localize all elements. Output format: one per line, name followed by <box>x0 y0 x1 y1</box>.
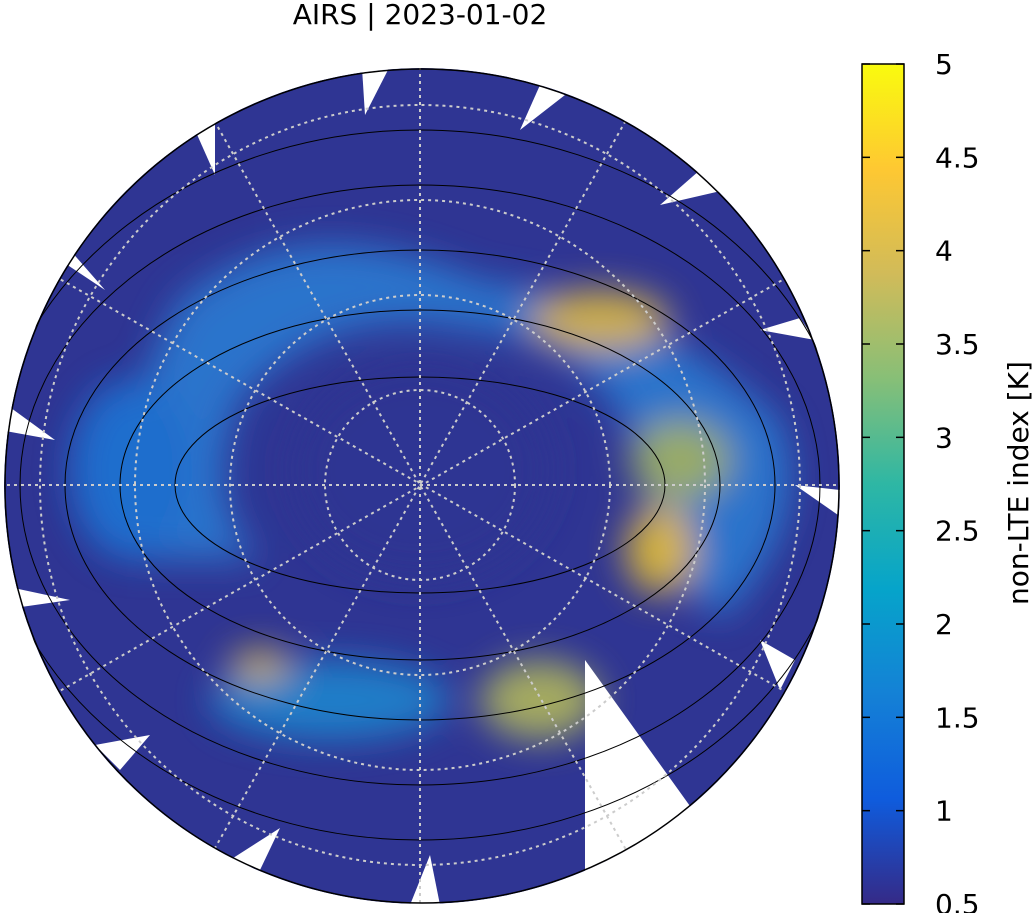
tick-label: 1 <box>935 795 953 828</box>
tick-label: 3.5 <box>935 328 980 361</box>
graticule <box>4 68 840 904</box>
tick-label: 0.5 <box>935 888 980 913</box>
colorbar-ticks: 0.5 1 1.5 2 2.5 3 3.5 4 4.5 5 <box>862 48 980 917</box>
map <box>4 68 840 904</box>
tick-label: 4 <box>935 235 953 268</box>
map-title: AIRS | 2023-01-02 <box>293 0 548 31</box>
tick-label: 4.5 <box>935 141 980 174</box>
colorbar <box>861 63 905 905</box>
tick-label: 2 <box>935 608 953 641</box>
tick-label: 5 <box>935 48 953 81</box>
tick-label: 2.5 <box>935 515 980 548</box>
anomaly-field <box>70 244 792 740</box>
colorbar-label: non-LTE index [K] <box>1002 361 1032 605</box>
tick-label: 1.5 <box>935 701 980 734</box>
tick-label: 3 <box>935 421 953 454</box>
